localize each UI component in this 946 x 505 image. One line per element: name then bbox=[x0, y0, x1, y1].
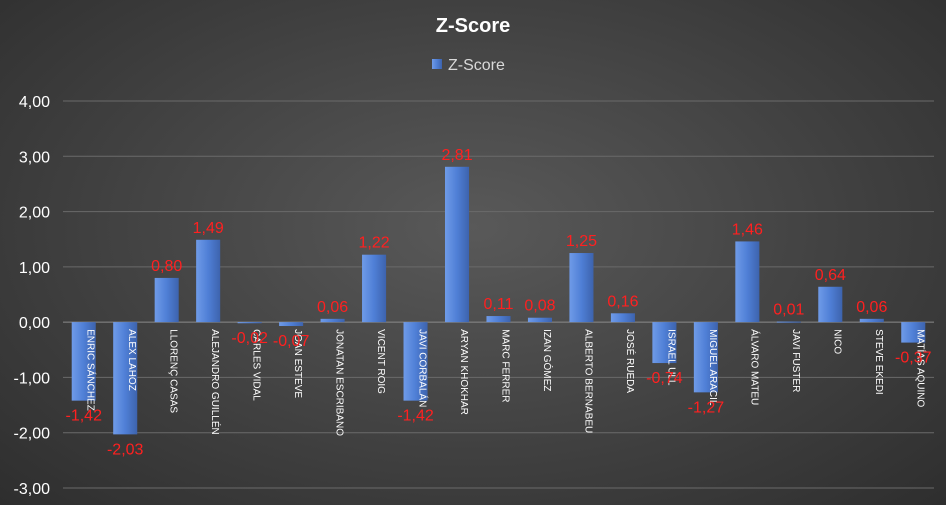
data-label: 0,11 bbox=[484, 296, 514, 313]
category-label: JOSÉ RUEDA bbox=[624, 329, 637, 393]
bar bbox=[818, 286, 843, 323]
data-label: -1,42 bbox=[66, 408, 103, 425]
y-tick-label: -3,00 bbox=[14, 481, 51, 498]
bar bbox=[569, 253, 594, 323]
data-label: 1,22 bbox=[359, 235, 390, 252]
bar bbox=[320, 318, 345, 323]
bar bbox=[693, 322, 718, 393]
data-label: -0,02 bbox=[231, 330, 268, 347]
legend-swatch bbox=[432, 59, 442, 69]
category-label: MIGUEL ARACIL bbox=[707, 329, 718, 406]
category-label: JONATAN ESCRIBANO bbox=[334, 329, 345, 436]
legend-entry: Z-Score bbox=[448, 57, 505, 74]
bar bbox=[279, 322, 304, 327]
bar bbox=[196, 239, 221, 323]
data-label: 0,64 bbox=[815, 267, 846, 284]
data-label: 1,46 bbox=[732, 221, 763, 238]
data-label: 2,81 bbox=[441, 147, 472, 164]
category-label: VICENT ROIG bbox=[375, 329, 386, 394]
bar bbox=[859, 318, 884, 323]
bar bbox=[776, 321, 801, 323]
bar bbox=[486, 316, 511, 323]
category-label: ISRAEL ULL bbox=[665, 329, 676, 386]
bar bbox=[444, 166, 470, 323]
bar bbox=[527, 317, 553, 323]
y-tick-label: 1,00 bbox=[19, 260, 50, 277]
category-label: JAVI CORBALÁN bbox=[417, 329, 430, 407]
bar bbox=[71, 322, 96, 401]
data-label: 1,25 bbox=[566, 233, 597, 250]
y-tick-label: 2,00 bbox=[19, 205, 50, 222]
data-label: -2,03 bbox=[107, 441, 144, 458]
category-label: MARC FERRER bbox=[500, 329, 511, 402]
y-tick-label: -2,00 bbox=[14, 426, 51, 443]
chart-title: Z-Score bbox=[436, 15, 510, 37]
data-label: 0,80 bbox=[151, 258, 182, 275]
data-label: -1,42 bbox=[397, 408, 434, 425]
category-label: ALBERTO BERNABEU bbox=[582, 329, 593, 433]
bars bbox=[71, 166, 926, 435]
category-label: ARYAN KHOKHAR bbox=[458, 329, 469, 415]
gridlines bbox=[63, 100, 934, 489]
data-label: -0,07 bbox=[273, 333, 310, 350]
bar bbox=[403, 322, 428, 401]
category-label: ENRIC SÁNCHEZ bbox=[85, 329, 98, 411]
category-label: LLORENÇ CASAS bbox=[168, 329, 179, 413]
legend: Z-Score bbox=[432, 57, 505, 74]
data-label: 0,06 bbox=[856, 299, 887, 316]
bar bbox=[610, 313, 635, 323]
data-label: -0,37 bbox=[895, 350, 932, 367]
category-label: NICO bbox=[831, 329, 842, 354]
category-label: CARLES VIDAL bbox=[251, 329, 262, 401]
y-tick-label: -1,00 bbox=[14, 370, 51, 387]
category-label: IZAN GÓMEZ bbox=[541, 329, 554, 391]
data-label: 0,01 bbox=[773, 302, 804, 319]
bar bbox=[901, 322, 926, 343]
data-label: -0,74 bbox=[646, 370, 683, 387]
bar bbox=[652, 322, 677, 364]
y-tick-label: 0,00 bbox=[19, 315, 50, 332]
bar bbox=[154, 277, 179, 323]
category-label: JAVI FUSTER bbox=[790, 329, 801, 392]
data-labels: -1,42-2,030,801,49-0,02 -0,070,061,22-1,4… bbox=[66, 147, 932, 459]
bar bbox=[113, 322, 138, 435]
bar bbox=[735, 241, 760, 323]
data-label: -1,27 bbox=[688, 399, 725, 416]
data-label: 0,08 bbox=[524, 298, 555, 315]
category-label: ALEX LAHOZ bbox=[126, 329, 137, 391]
category-label: ALEJANDRO GUILLÉN bbox=[209, 329, 222, 435]
y-tick-label: 4,00 bbox=[19, 94, 50, 111]
bar bbox=[362, 254, 387, 323]
y-axis-ticks: -3,00 -2,00 -1,00 0,00 1,00 2,00 3,00 4,00 bbox=[14, 94, 51, 498]
category-label: ÁLVARO MATEU bbox=[748, 329, 761, 405]
y-tick-label: 3,00 bbox=[19, 149, 50, 166]
data-label: 1,49 bbox=[193, 220, 224, 237]
category-labels: ENRIC SÁNCHEZ ALEX LAHOZ LLORENÇ CASAS ALEJ… bbox=[85, 329, 928, 436]
category-label: JOAN ESTEVE bbox=[292, 329, 303, 398]
data-label: 0,16 bbox=[607, 293, 638, 310]
bar bbox=[237, 322, 262, 324]
category-label: MATÍAS AQUINO bbox=[914, 329, 927, 407]
data-label: 0,06 bbox=[317, 299, 348, 316]
category-label: STEVE EKEDI bbox=[873, 329, 884, 395]
